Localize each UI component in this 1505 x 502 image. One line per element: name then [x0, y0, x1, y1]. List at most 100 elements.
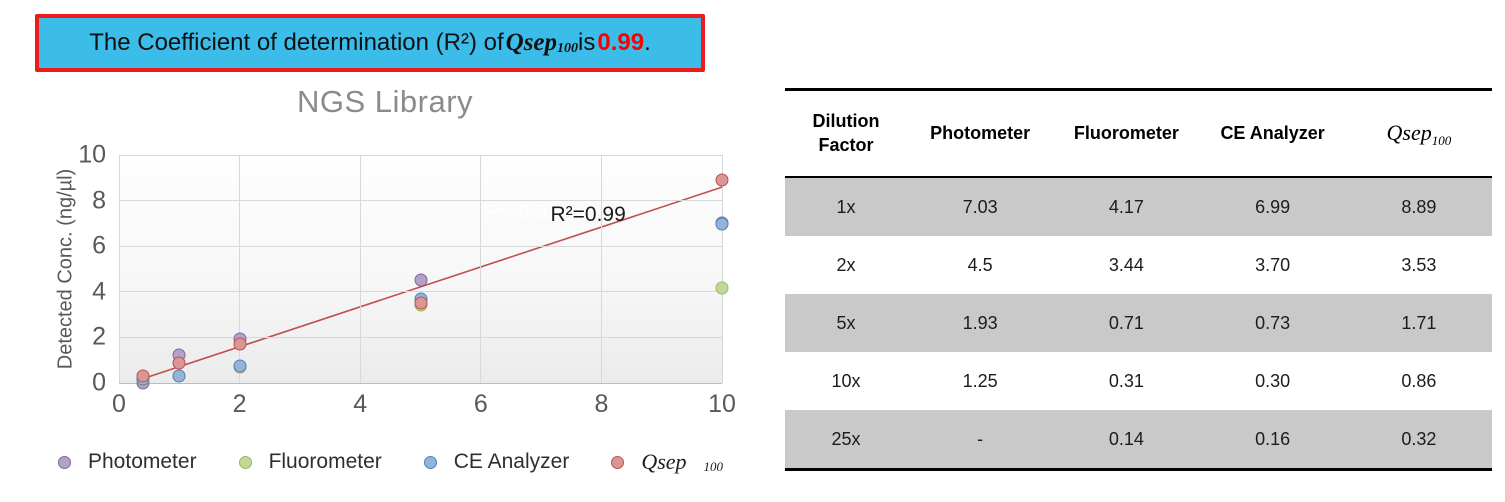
gridline-vertical — [480, 155, 482, 383]
value-cell: 7.03 — [962, 196, 998, 217]
data-point-ce-analyzer — [233, 359, 247, 373]
r2-banner: The Coefficient of determination (R²) of… — [35, 14, 705, 72]
gridline-horizontal — [119, 336, 722, 338]
gridline-horizontal — [119, 245, 722, 247]
value-cell: 0.71 — [1108, 312, 1144, 333]
photometer-marker-icon — [58, 455, 71, 469]
banner-qsep-label: Qsep — [505, 29, 558, 56]
table-header-qsep100: Qsep100 — [1346, 119, 1492, 148]
value-cell: 4.17 — [1108, 196, 1144, 217]
qsep100-marker-icon — [611, 455, 625, 469]
chart-legend: Photometer Fluorometer CE Analyzer Qsep … — [58, 449, 723, 475]
value-cell: - — [977, 428, 984, 449]
fluorometer-marker-icon — [238, 455, 252, 469]
dilution-factor-cell: 25x — [831, 428, 861, 449]
table-body: 1x 7.03 4.17 6.99 8.89 2x 4.5 3.44 3.70 3.53 5x 1.9… — [785, 178, 1492, 471]
gridline-vertical — [359, 155, 361, 383]
legend-label: Fluorometer — [268, 450, 382, 473]
r2-annotation: R²=0.99 — [550, 202, 626, 226]
x-axis-tick-label: 10 — [708, 390, 736, 418]
value-cell: 0.14 — [1108, 428, 1144, 449]
value-cell: 4.5 — [967, 254, 993, 275]
dilution-factor-cell: 2x — [836, 254, 856, 275]
x-axis-tick-label: 8 — [594, 390, 609, 418]
x-axis-tick-label: 0 — [112, 390, 126, 418]
table-header-ce-analyzer: CE Analyzer — [1220, 122, 1325, 143]
gridline-horizontal — [119, 154, 722, 156]
gridline-vertical — [600, 155, 602, 383]
y-axis-tick-label: 6 — [92, 231, 106, 260]
data-point-qsep100 — [172, 356, 186, 370]
legend-label-qsep-subscript: 100 — [703, 459, 724, 474]
y-axis-ticks: 0 2 4 6 8 10 — [58, 141, 106, 397]
x-axis-tick-label: 2 — [232, 390, 247, 418]
value-cell: 0.16 — [1255, 428, 1291, 449]
data-point-ce-analyzer — [715, 217, 729, 231]
value-cell: 0.73 — [1255, 312, 1291, 333]
gridline-vertical — [239, 155, 241, 383]
value-cell: 1.93 — [962, 312, 998, 333]
ce-analyzer-marker-icon — [423, 455, 437, 469]
value-cell: 0.32 — [1401, 428, 1437, 449]
legend-item-qsep100: Qsep 100 — [611, 449, 723, 475]
table-row: 2x 4.5 3.44 3.70 3.53 — [785, 236, 1492, 294]
r2-annotation-ghost: R²=0.99 — [483, 200, 559, 224]
legend-item-ce-analyzer: CE Analyzer — [423, 450, 569, 474]
x-axis-tick-label: 6 — [473, 390, 488, 418]
dilution-table: Dilution Factor Photometer Fluorometer C… — [785, 88, 1492, 471]
value-cell: 8.89 — [1401, 196, 1437, 217]
data-point-qsep100 — [233, 337, 247, 351]
table-row: 25x - 0.14 0.16 0.32 — [785, 410, 1492, 468]
value-cell: 0.31 — [1108, 370, 1144, 391]
legend-label: Photometer — [88, 450, 197, 473]
data-point-photometer — [414, 273, 427, 287]
x-axis-ticks: 0 2 4 6 8 10 — [112, 390, 736, 420]
x-axis-line — [119, 383, 722, 384]
chart-title: NGS Library — [296, 84, 474, 119]
data-point-fluorometer — [715, 281, 729, 295]
table-header-photometer: Photometer — [930, 122, 1031, 143]
banner-text-middle: is — [578, 29, 596, 56]
y-axis-tick-label: 10 — [78, 140, 106, 169]
trendline — [142, 186, 723, 380]
legend-label-qsep: Qsep — [641, 449, 687, 474]
data-point-qsep100 — [414, 296, 427, 310]
y-axis-tick-label: 8 — [92, 186, 106, 215]
gridline-horizontal — [119, 291, 722, 293]
banner-text-suffix: . — [644, 29, 651, 56]
table-header-fluorometer: Fluorometer — [1073, 122, 1179, 143]
qsep-header-text: Qsep — [1386, 120, 1432, 146]
value-cell: 3.44 — [1108, 254, 1144, 275]
table-row: 1x 7.03 4.17 6.99 8.89 — [785, 178, 1492, 236]
banner-text-prefix: The Coefficient of determination (R²) of — [89, 29, 504, 56]
trendline-layer — [142, 186, 723, 380]
table-header-row: Dilution Factor Photometer Fluorometer C… — [785, 88, 1492, 178]
plot-area: R²=0.99 R²=0.99 — [118, 154, 729, 390]
banner-qsep-subscript: 100 — [557, 41, 579, 56]
gridline-horizontal — [119, 200, 722, 202]
value-cell: 3.70 — [1255, 254, 1291, 275]
value-cell: 1.71 — [1401, 312, 1437, 333]
table-row: 10x 1.25 0.31 0.30 0.86 — [785, 352, 1492, 410]
data-point-qsep100 — [136, 369, 150, 383]
y-axis-tick-label: 4 — [92, 277, 106, 306]
dilution-factor-cell: 10x — [831, 370, 861, 391]
x-axis-tick-label: 4 — [353, 390, 368, 418]
value-cell: 6.99 — [1255, 196, 1291, 217]
table-row: 5x 1.93 0.71 0.73 1.71 — [785, 294, 1492, 352]
legend-item-photometer: Photometer — [58, 450, 197, 474]
value-cell: 0.86 — [1401, 370, 1437, 391]
data-point-ce-analyzer — [172, 369, 186, 383]
table-header-dilution-factor: Dilution Factor — [812, 111, 880, 155]
value-cell: 0.30 — [1255, 370, 1291, 391]
gridline-vertical — [118, 155, 120, 383]
legend-item-fluorometer: Fluorometer — [238, 450, 382, 474]
y-axis-tick-label: 0 — [92, 368, 106, 397]
dilution-factor-cell: 5x — [836, 312, 856, 333]
qsep-header-subscript: 100 — [1431, 133, 1452, 149]
value-cell: 3.53 — [1401, 254, 1437, 275]
data-point-qsep100 — [715, 173, 729, 187]
dilution-factor-cell: 1x — [836, 196, 856, 217]
banner-r2-value: 0.99 — [597, 29, 645, 56]
